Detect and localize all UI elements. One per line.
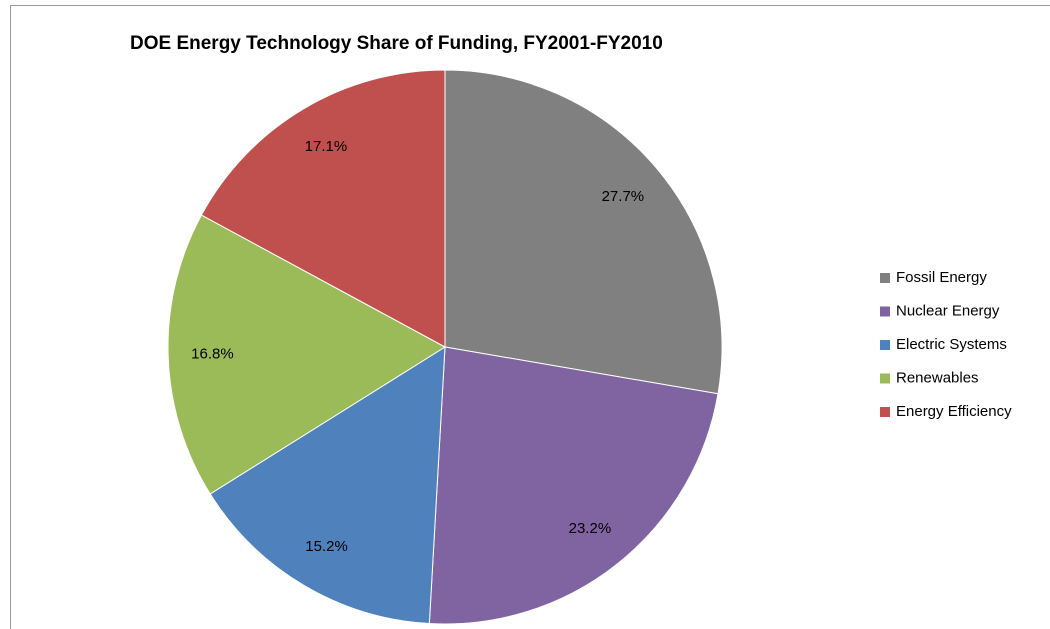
legend-swatch	[880, 306, 890, 317]
pie-slice	[209, 346, 446, 625]
legend-label: Renewables	[896, 369, 979, 386]
data-label: 23.2%	[569, 520, 612, 537]
data-label: 15.2%	[305, 538, 348, 555]
legend-swatch	[880, 373, 890, 384]
pie-slice	[167, 214, 446, 495]
legend-label: Nuclear Energy	[896, 302, 1000, 319]
chart-title: DOE Energy Technology Share of Funding, …	[130, 33, 663, 54]
pie-slice	[200, 69, 446, 348]
data-label: 27.7%	[602, 188, 645, 205]
legend-swatch	[880, 273, 890, 283]
pie-slice	[428, 346, 719, 625]
legend-label: Fossil Energy	[896, 269, 987, 286]
chart-border	[10, 5, 1050, 629]
data-label: 17.1%	[305, 138, 348, 155]
data-label: 16.8%	[191, 345, 234, 362]
legend-swatch	[880, 407, 890, 417]
pie-slice	[444, 69, 723, 395]
legend-label: Energy Efficiency	[896, 403, 1012, 420]
legend-swatch	[880, 340, 890, 350]
legend-label: Electric Systems	[896, 336, 1007, 353]
